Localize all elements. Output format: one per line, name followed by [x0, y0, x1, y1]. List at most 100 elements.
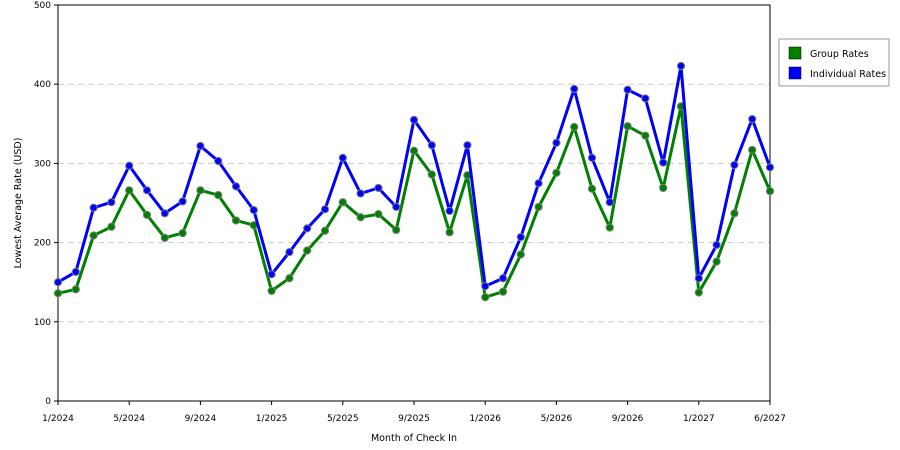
data-point-group-rates [125, 186, 134, 195]
data-point-individual-rates [516, 232, 525, 242]
data-point-individual-rates [605, 198, 614, 207]
data-point-group-rates [516, 250, 525, 259]
data-point-individual-rates [445, 206, 454, 216]
data-point-individual-rates [623, 85, 632, 94]
data-point-group-rates [712, 257, 721, 266]
x-tick-label: 5/2024 [113, 414, 145, 424]
data-point-group-rates [409, 146, 419, 155]
data-point-group-rates [481, 293, 490, 302]
data-point-group-rates [641, 131, 650, 140]
data-point-group-rates [427, 170, 436, 179]
data-point-group-rates [498, 287, 508, 296]
data-point-individual-rates [142, 186, 152, 195]
data-point-group-rates [605, 223, 614, 232]
legend-label-group-rates: Group Rates [810, 49, 869, 60]
data-point-individual-rates [498, 274, 508, 283]
y-tick-label: 200 [34, 239, 51, 249]
legend-swatch-group-rates [788, 46, 802, 60]
data-point-individual-rates [214, 156, 223, 166]
data-point-group-rates [71, 285, 80, 294]
data-point-individual-rates [748, 114, 757, 124]
legend-swatch-individual-rates [788, 66, 802, 80]
data-point-group-rates [338, 198, 347, 207]
data-point-group-rates [694, 288, 703, 297]
data-point-individual-rates [160, 209, 169, 218]
data-point-individual-rates [676, 61, 686, 71]
y-axis-title: Lowest Average Rate (USD) [13, 138, 24, 269]
data-point-group-rates [285, 274, 294, 283]
y-tick-label: 300 [34, 159, 51, 169]
y-tick-label: 100 [34, 318, 51, 328]
data-point-group-rates [142, 210, 152, 219]
data-point-individual-rates [303, 224, 312, 233]
data-point-individual-rates [534, 179, 543, 188]
data-point-individual-rates [178, 197, 187, 206]
data-point-group-rates [107, 222, 116, 231]
data-point-group-rates [534, 202, 543, 212]
data-point-group-rates [178, 228, 187, 238]
series-layer [53, 61, 775, 302]
data-point-group-rates [392, 225, 401, 235]
data-point-individual-rates [374, 183, 383, 193]
x-tick-label: 9/2024 [185, 414, 217, 424]
x-tick-label: 1/2024 [42, 414, 74, 424]
x-axis-title: Month of Check In [371, 433, 457, 444]
data-point-individual-rates [765, 163, 775, 172]
data-point-individual-rates [338, 153, 347, 162]
grid-layer [58, 83, 770, 323]
plot-frame [57, 4, 771, 402]
y-tick-label: 0 [45, 397, 51, 407]
data-point-individual-rates [481, 282, 490, 291]
data-point-individual-rates [659, 158, 668, 167]
x-tick-label: 1/2026 [469, 414, 501, 424]
x-tick-label: 9/2025 [398, 414, 430, 424]
data-point-individual-rates [694, 274, 703, 283]
data-point-individual-rates [249, 206, 258, 215]
data-point-group-rates [214, 190, 223, 200]
series-line-individual-rates [57, 64, 772, 288]
data-point-group-rates [89, 231, 98, 240]
data-point-group-rates [445, 228, 454, 237]
data-point-group-rates [374, 209, 383, 219]
data-point-group-rates [570, 122, 579, 132]
data-point-group-rates [303, 246, 312, 255]
data-point-individual-rates [427, 141, 436, 150]
data-point-individual-rates [570, 84, 579, 94]
legend-label-individual-rates: Individual Rates [810, 69, 886, 80]
data-point-group-rates [53, 289, 63, 298]
y-tick-label: 500 [34, 1, 51, 11]
data-point-individual-rates [392, 202, 401, 212]
data-point-group-rates [587, 184, 597, 193]
data-point-group-rates [356, 213, 365, 222]
legend: Group Rates Individual Rates [778, 38, 890, 87]
y-axis: 0 100 200 300 400 500 [34, 1, 58, 407]
data-point-individual-rates [409, 115, 419, 124]
data-point-group-rates [623, 122, 632, 131]
data-point-individual-rates [107, 198, 116, 207]
x-tick-label: 6/2027 [754, 414, 786, 424]
series-group-rates [53, 102, 775, 302]
y-tick-label: 400 [34, 80, 51, 90]
data-point-individual-rates [712, 240, 721, 250]
data-point-group-rates [196, 186, 205, 195]
data-point-individual-rates [552, 138, 561, 147]
data-point-individual-rates [320, 205, 330, 214]
data-point-individual-rates [53, 278, 63, 287]
data-point-individual-rates [71, 267, 80, 277]
data-point-individual-rates [125, 161, 134, 170]
data-point-group-rates [231, 216, 241, 225]
data-point-group-rates [552, 168, 561, 178]
data-point-individual-rates [587, 153, 597, 162]
x-axis: 1/2024 5/2024 9/2024 1/2025 5/2025 9/2025 1/20… [42, 401, 786, 424]
data-point-individual-rates [463, 141, 472, 150]
x-tick-label: 9/2026 [612, 414, 644, 424]
data-point-group-rates [320, 226, 330, 235]
x-tick-label: 5/2026 [541, 414, 573, 424]
data-point-group-rates [730, 209, 739, 218]
data-point-individual-rates [285, 248, 294, 257]
data-point-individual-rates [196, 141, 205, 151]
data-point-group-rates [659, 183, 668, 193]
data-point-individual-rates [89, 203, 98, 212]
